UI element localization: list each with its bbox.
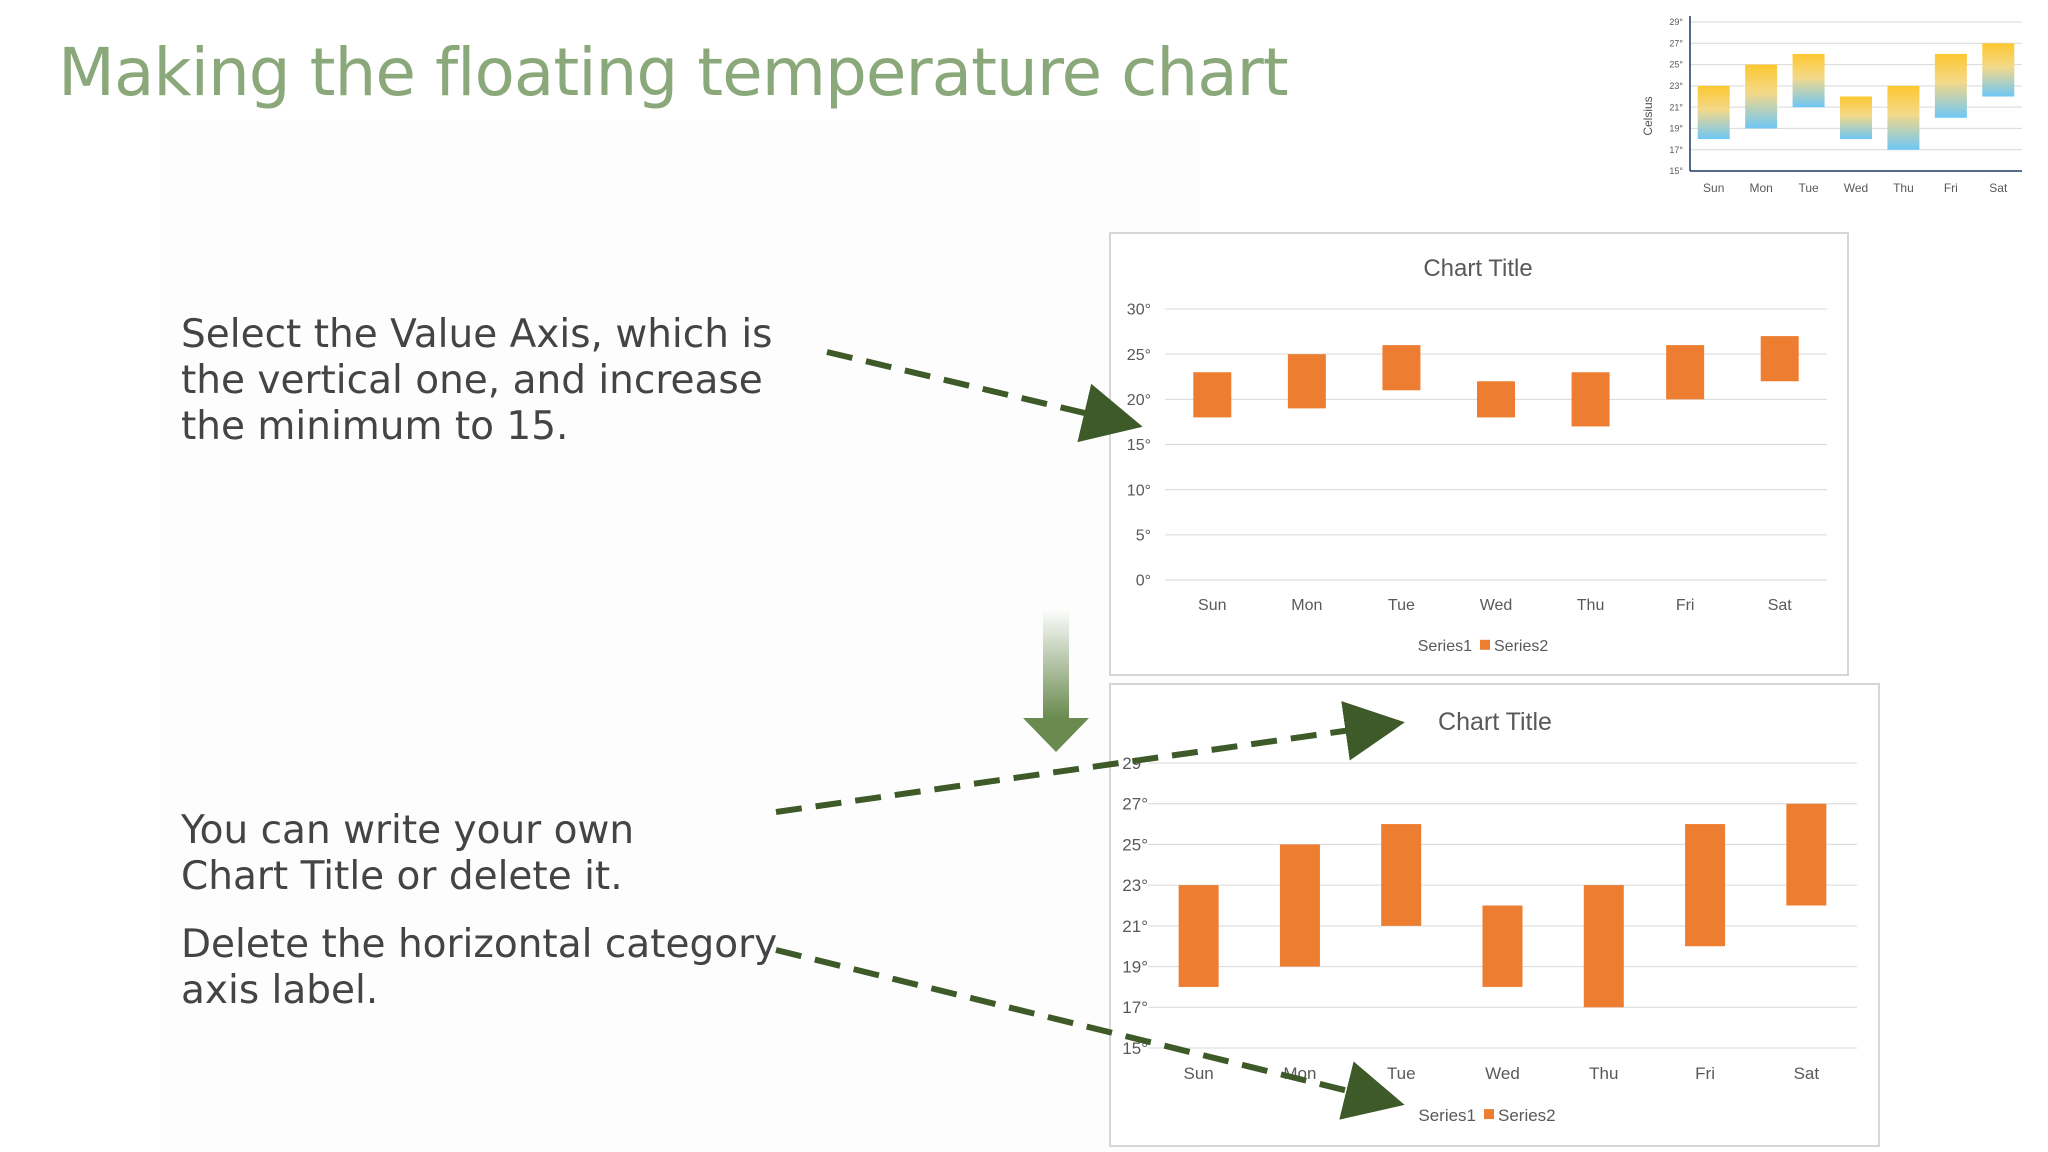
- chart-thumb-y-tick-label: 21°: [1669, 102, 1683, 112]
- chart-thumb-x-tick-label: Mon: [1749, 181, 1772, 195]
- chart-top-bar-sat[interactable]: [1760, 336, 1799, 382]
- chart-thumb-y-tick-label: 29°: [1669, 17, 1683, 27]
- thumbnail-chart[interactable]: Celsius 15° 17° 19° 21° 23° 25° 27° 29° Sun Mon Tu…: [1630, 8, 2040, 208]
- chart-top-bar-fri[interactable]: [1666, 345, 1705, 400]
- chart-top-bar-wed[interactable]: [1477, 381, 1515, 418]
- chart-bottom-x-tick-label: Sun: [1184, 1064, 1214, 1083]
- chart-top-x-tick-label: Mon: [1291, 597, 1322, 614]
- chart-bottom-y-tick-label: 27°: [1122, 795, 1148, 814]
- chart-top-bar-sun[interactable]: [1193, 372, 1232, 418]
- chart-thumb-x-tick-label: Sat: [1989, 181, 2008, 195]
- chart-top-x-tick-label: Thu: [1577, 597, 1605, 614]
- chart-thumb-bar-thu[interactable]: [1887, 85, 1920, 150]
- chart-bottom-y-tick-label: 25°: [1122, 835, 1148, 854]
- chart-top-bar-thu[interactable]: [1571, 372, 1610, 427]
- down-arrow: [1023, 608, 1089, 752]
- chart-thumb-bar-sun[interactable]: [1697, 85, 1730, 140]
- chart-top-bar-mon[interactable]: [1287, 354, 1326, 409]
- chart-top-x-tick-label: Tue: [1388, 597, 1415, 614]
- chart-thumb-bar-fri[interactable]: [1934, 53, 1967, 118]
- chart-bottom-x-tick-label: Fri: [1695, 1064, 1715, 1083]
- chart-bottom-x-tick-label: Sat: [1794, 1064, 1820, 1083]
- chart-thumb-x-tick-label: Fri: [1944, 181, 1958, 195]
- chart-thumb-y-tick-label: 27°: [1669, 38, 1683, 48]
- chart-thumb-y-tick-label: 23°: [1669, 81, 1683, 91]
- chart-thumb-y-tick-label: 15°: [1669, 166, 1683, 176]
- chart-bottom-y-tick-label: 19°: [1122, 958, 1148, 977]
- chart-bottom-legend-series1: Series1: [1418, 1106, 1476, 1125]
- chart-thumb-y-tick-label: 17°: [1669, 145, 1683, 155]
- chart-top-x-tick-label: Wed: [1480, 597, 1513, 614]
- chart-bottom-y-tick-label: 21°: [1122, 917, 1148, 936]
- arrow-to-category-axis: [775, 947, 1405, 1120]
- chart-bottom-x-tick-label: Thu: [1589, 1064, 1618, 1083]
- top-chart-panel[interactable]: Chart Title 0° 5° 10° 15° 20° 25° 30° Sun Mon Tue…: [1109, 232, 1849, 676]
- chart-top-legend-series1: Series1: [1418, 638, 1472, 655]
- chart-thumb-y-tick-label: 19°: [1669, 124, 1683, 134]
- chart-bottom-bar-mon[interactable]: [1279, 844, 1320, 967]
- chart-bottom-bar-sat[interactable]: [1786, 803, 1827, 906]
- chart-thumb-bar-wed[interactable]: [1840, 96, 1872, 140]
- bottom-chart-panel[interactable]: Chart Title 15°17°19°21°23°25°27°29°SunM…: [1109, 683, 1880, 1147]
- chart-top-y-tick-label: 10°: [1127, 482, 1151, 499]
- chart-top-bar-tue[interactable]: [1382, 345, 1421, 391]
- top-chart[interactable]: Chart Title 0°5°10°15°20°25°30°Sun Mon Tue…: [1111, 234, 1847, 674]
- chart-top-legend-series2: Series2: [1494, 638, 1548, 655]
- chart-top-x-tick-label: Sun: [1198, 597, 1226, 614]
- chart-bottom-bar-fri[interactable]: [1685, 824, 1726, 947]
- slide-title: Making the floating temperature chart: [58, 34, 1289, 111]
- chart-top-y-tick-label: 0°: [1136, 573, 1151, 590]
- chart-top-y-tick-label: 5°: [1136, 527, 1151, 544]
- chart-bottom-legend-series2: Series2: [1498, 1106, 1556, 1125]
- chart-bottom-bar-wed[interactable]: [1482, 905, 1523, 987]
- slide-background: [160, 120, 1200, 1152]
- note-chart-title: You can write your own Chart Title or de…: [181, 808, 635, 899]
- chart-bottom-bar-tue[interactable]: [1381, 824, 1422, 926]
- note-category-axis: Delete the horizontal category axis labe…: [181, 922, 778, 1013]
- chart-thumb-bar-mon[interactable]: [1745, 64, 1778, 129]
- chart-top-y-tick-label: 30°: [1127, 302, 1151, 319]
- chart-thumb-x-tick-label: Tue: [1798, 181, 1819, 195]
- chart-bottom-x-tick-label: Wed: [1485, 1064, 1520, 1083]
- chart-bottom-bar-sun[interactable]: [1178, 885, 1219, 987]
- arrow-to-chart-title: [775, 701, 1405, 815]
- arrow-to-value-axis: [826, 349, 1143, 443]
- chart-bottom-bar-thu[interactable]: [1583, 885, 1624, 1008]
- chart-thumb-x-tick-label: Thu: [1893, 181, 1914, 195]
- chart-top-x-tick-label: Fri: [1676, 597, 1695, 614]
- chart-bottom-legend-swatch: [1484, 1109, 1494, 1120]
- chart-thumb-bar-sat[interactable]: [1982, 43, 2015, 97]
- chart-thumb-x-tick-label: Sun: [1703, 181, 1724, 195]
- chart-bottom-y-tick-label: 23°: [1122, 876, 1148, 895]
- chart-bottom-y-tick-label: 17°: [1122, 998, 1148, 1017]
- note-value-axis: Select the Value Axis, which is the vert…: [181, 312, 773, 449]
- chart-thumb-bar-tue[interactable]: [1792, 53, 1825, 108]
- bottom-chart[interactable]: Chart Title 15°17°19°21°23°25°27°29°SunM…: [1111, 685, 1878, 1145]
- chart-thumb-y-tick-label: 25°: [1669, 60, 1683, 70]
- chart-top-y-tick-label: 25°: [1127, 347, 1151, 364]
- bottom-chart-title[interactable]: Chart Title: [1438, 708, 1552, 736]
- chart-bottom-y-tick-label: 15°: [1122, 1039, 1148, 1058]
- thumbnail-y-axis-title: Celsius: [1641, 96, 1655, 135]
- chart-top-x-tick-label: Sat: [1768, 597, 1793, 614]
- top-chart-title[interactable]: Chart Title: [1423, 255, 1532, 282]
- chart-thumb-x-tick-label: Wed: [1844, 181, 1868, 195]
- chart-top-legend-swatch: [1480, 639, 1490, 650]
